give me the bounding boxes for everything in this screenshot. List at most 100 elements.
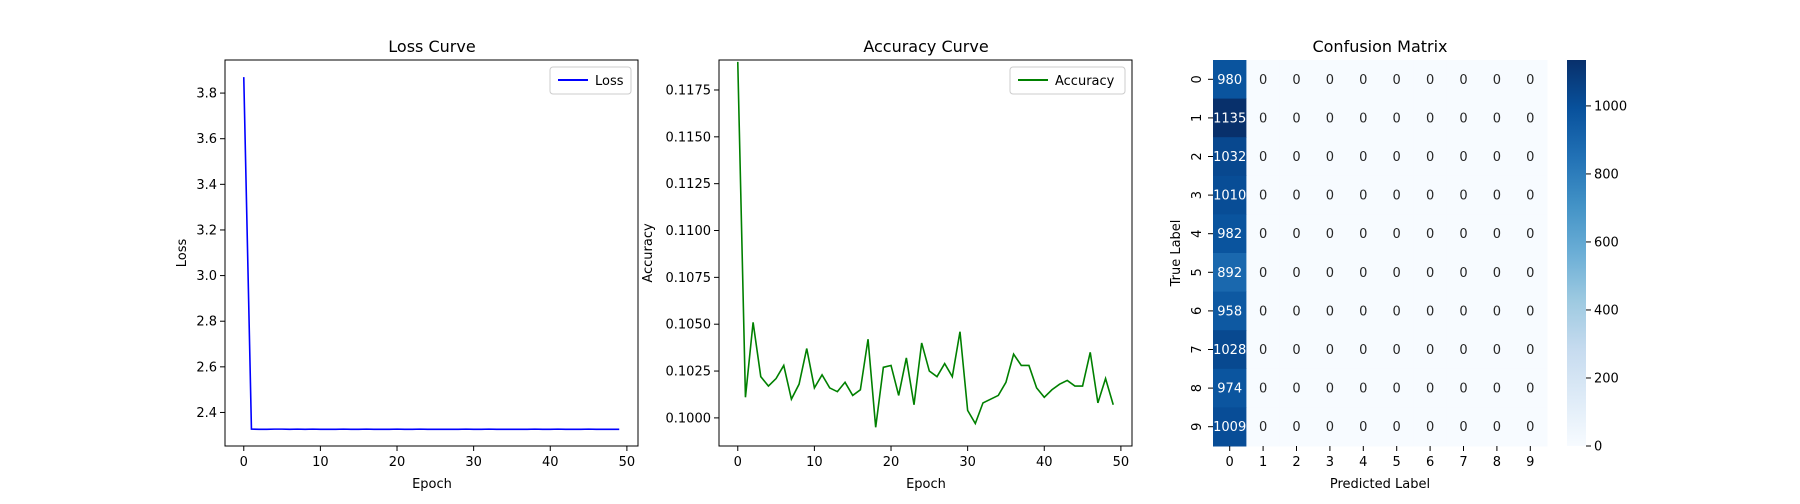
confusion-matrix-cell [1346,330,1381,370]
confusion-matrix-cell-value: 0 [1359,266,1367,281]
loss-x-tick-label: 50 [619,455,636,470]
confusion-matrix-y-tick-label: 1 [1190,114,1205,122]
accuracy-y-tick-label: 0.1100 [666,224,712,239]
colorbar-tick-label: 600 [1594,235,1619,250]
confusion-matrix-cell [1513,137,1548,177]
confusion-matrix-cell-value: 0 [1459,382,1467,397]
loss-y-tick-label: 2.8 [196,315,217,330]
confusion-matrix-cell [1480,291,1515,331]
confusion-matrix-y-tick-label: 4 [1190,230,1205,238]
confusion-matrix-cell-value: 0 [1493,304,1501,319]
confusion-matrix-cell-value: 1010 [1213,189,1246,204]
accuracy-chart-title: Accuracy Curve [863,37,988,56]
confusion-matrix-cell [1346,98,1381,138]
confusion-matrix-cell [1279,60,1314,100]
confusion-matrix-cell-value: 0 [1493,382,1501,397]
confusion-matrix-cell [1313,60,1348,100]
accuracy-y-ticks: 0.1000 0.1025 0.1050 0.1075 0.1100 0.1125 0.11… [666,83,719,426]
confusion-matrix-cell-value: 0 [1426,343,1434,358]
confusion-matrix-cell [1313,330,1348,370]
confusion-matrix-cell-value: 958 [1217,304,1242,319]
confusion-matrix-cell [1313,98,1348,138]
loss-x-tick-label: 30 [465,455,482,470]
confusion-matrix-cell-value: 0 [1292,189,1300,204]
confusion-matrix-cell [1446,330,1481,370]
confusion-matrix-cell [1213,291,1247,331]
confusion-matrix-cell [1513,98,1548,138]
confusion-matrix-y-tick-label: 0 [1190,75,1205,83]
confusion-matrix-cell [1380,214,1414,254]
confusion-matrix-cell-value: 0 [1493,189,1501,204]
confusion-matrix-cell [1446,98,1481,138]
confusion-matrix-cell-value: 0 [1459,73,1467,88]
accuracy-legend-box [1009,66,1126,95]
confusion-matrix-cell [1246,60,1281,100]
confusion-matrix-cell [1513,253,1548,293]
confusion-matrix-cell-value: 0 [1493,111,1501,126]
confusion-matrix-cell [1246,137,1281,177]
confusion-matrix-cell-value: 0 [1426,111,1434,126]
loss-chart: Loss Curve 0 10 20 30 40 50 2.4 2.6 2.8 3.0 3.2 3.… [175,37,639,492]
confusion-matrix-cell [1213,407,1247,447]
confusion-matrix-cell-value: 0 [1359,343,1367,358]
confusion-matrix-cell [1413,175,1448,215]
confusion-matrix-cell-value: 0 [1359,304,1367,319]
confusion-matrix-cell-value: 0 [1326,189,1334,204]
confusion-matrix-cell [1346,368,1381,408]
confusion-matrix-y-tick-label: 7 [1190,345,1205,353]
confusion-matrix-y-ticks: 0 1 2 3 4 5 6 7 8 9 [1190,75,1213,431]
confusion-matrix-y-tick-label: 8 [1190,384,1205,392]
loss-x-tick-label: 0 [240,455,248,470]
confusion-matrix-cell-value: 0 [1426,420,1434,435]
accuracy-x-axis-label: Epoch [906,477,946,492]
accuracy-chart: Accuracy Curve 0 10 20 30 40 50 0.10000.10250… [641,37,1133,492]
accuracy-y-tick-label: 0.1175 [666,83,712,98]
confusion-matrix-cell [1513,291,1548,331]
confusion-matrix-cell-value: 0 [1493,343,1501,358]
confusion-matrix-cell-value: 0 [1493,73,1501,88]
confusion-matrix-x-tick-label: 1 [1259,455,1267,470]
confusion-matrix-cell-value: 0 [1292,343,1300,358]
confusion-matrix-cell-value: 0 [1259,111,1267,126]
confusion-matrix-cell [1446,60,1481,100]
confusion-matrix-cell [1513,330,1548,370]
loss-chart-title: Loss Curve [388,37,475,56]
confusion-matrix-cell-value: 0 [1393,266,1401,281]
confusion-matrix-cell [1446,214,1481,254]
confusion-matrix-cell-value: 0 [1359,382,1367,397]
loss-y-tick-label: 3.2 [196,223,217,238]
confusion-matrix-cell-value: 0 [1393,227,1401,242]
confusion-matrix-cell [1480,330,1515,370]
confusion-matrix-cell [1513,60,1548,100]
confusion-matrix-cell [1313,214,1348,254]
confusion-matrix-cell [1480,137,1515,177]
confusion-matrix-cell-value: 0 [1326,382,1334,397]
confusion-matrix-cell-value: 0 [1259,150,1267,165]
loss-y-tick-label: 3.6 [196,132,217,147]
confusion-matrix-cell [1480,214,1515,254]
confusion-matrix-cell [1213,330,1247,370]
colorbar-tick-label: 0 [1594,440,1602,455]
confusion-matrix-cell-value: 0 [1526,227,1534,242]
accuracy-legend-label: Accuracy [1055,74,1115,89]
confusion-matrix-cell [1213,98,1247,138]
confusion-matrix-cell-value: 1028 [1213,343,1246,358]
confusion-matrix-cell [1279,214,1314,254]
accuracy-y-tick-label: 0.1000 [666,411,712,426]
confusion-matrix-cell-value: 0 [1292,73,1300,88]
confusion-matrix-cell [1313,291,1348,331]
confusion-matrix-cell-value: 0 [1393,304,1401,319]
confusion-matrix-cell-value: 0 [1292,227,1300,242]
confusion-matrix-cell [1246,368,1281,408]
confusion-matrix-cell [1413,291,1448,331]
accuracy-x-tick-label: 10 [806,455,823,470]
colorbar-tick-label: 400 [1594,303,1619,318]
confusion-matrix-cell [1513,407,1548,447]
confusion-matrix-cell [1413,253,1448,293]
confusion-matrix-cell-value: 0 [1426,227,1434,242]
accuracy-y-axis-label: Accuracy [641,223,656,283]
confusion-matrix-cell [1380,137,1414,177]
confusion-matrix-cell [1446,291,1481,331]
confusion-matrix-cell [1246,253,1281,293]
confusion-matrix-y-tick-label: 5 [1190,268,1205,276]
